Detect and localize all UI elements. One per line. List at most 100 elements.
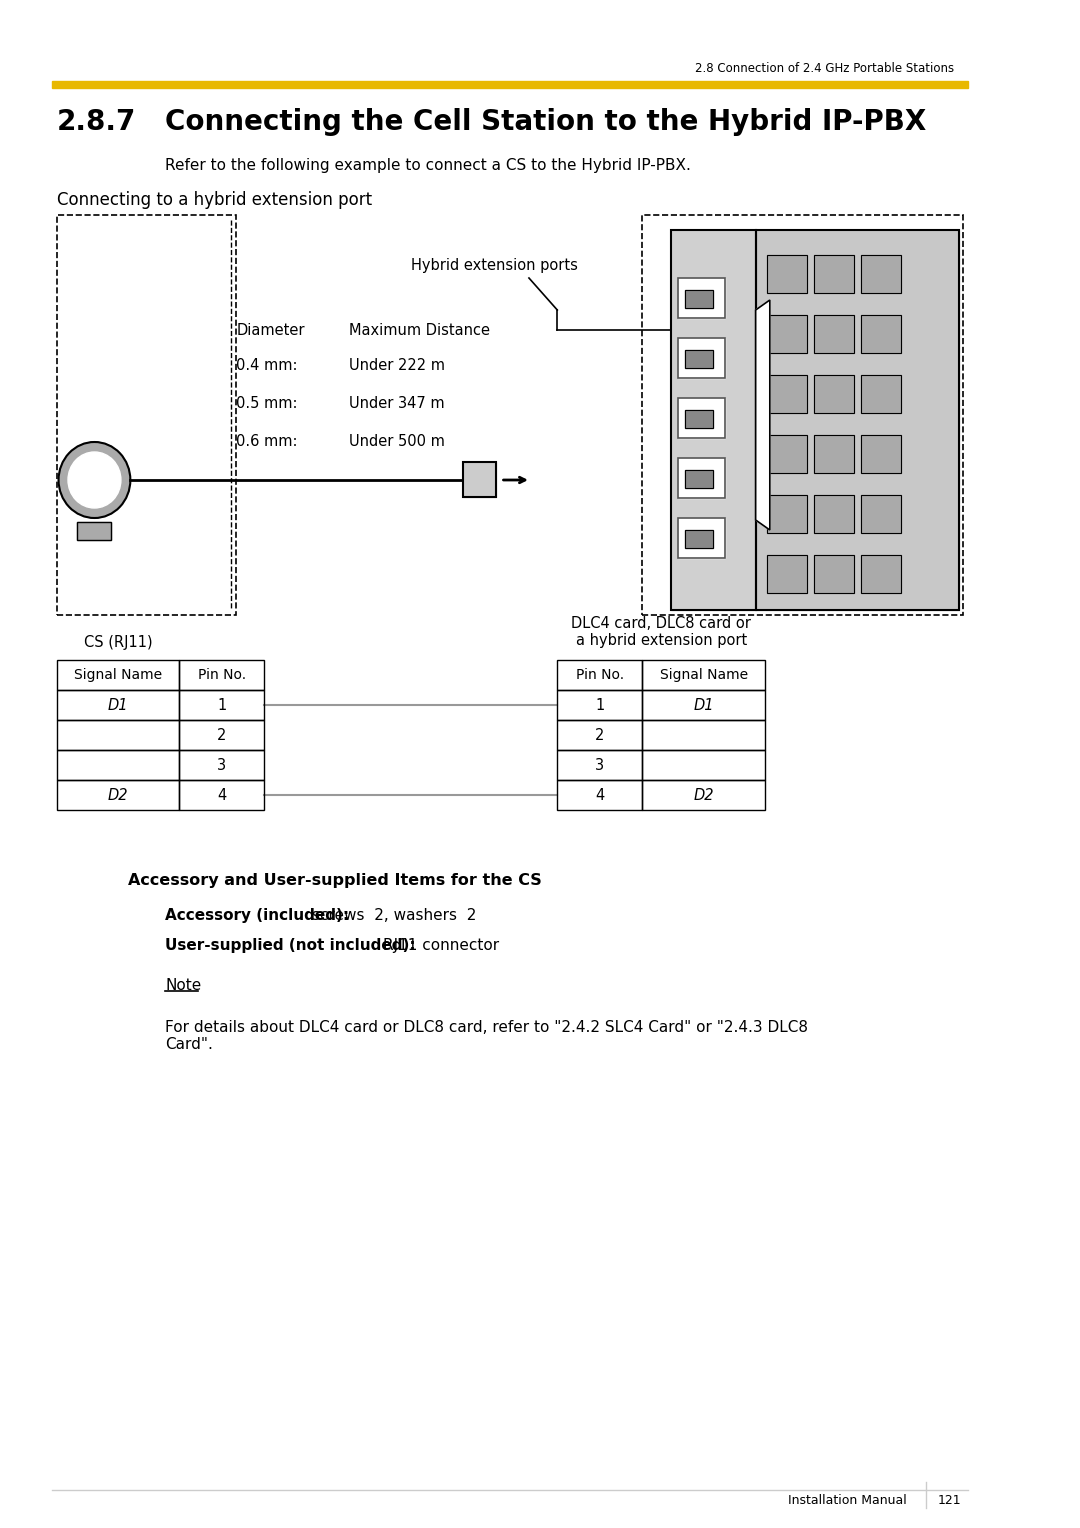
- Bar: [179, 660, 265, 691]
- Bar: [814, 555, 854, 593]
- Polygon shape: [756, 299, 770, 530]
- Bar: [862, 495, 901, 533]
- Bar: [814, 555, 854, 593]
- Bar: [685, 530, 713, 549]
- Bar: [671, 231, 756, 610]
- Text: 2.8.7: 2.8.7: [56, 108, 136, 136]
- Bar: [56, 720, 179, 750]
- Bar: [767, 374, 807, 413]
- Bar: [678, 278, 726, 318]
- Text: D2: D2: [108, 787, 129, 802]
- Bar: [685, 471, 713, 487]
- Circle shape: [68, 452, 121, 507]
- Bar: [557, 750, 643, 779]
- Bar: [814, 435, 854, 474]
- Bar: [643, 750, 765, 779]
- Bar: [643, 215, 963, 614]
- Bar: [814, 495, 854, 533]
- Bar: [862, 435, 901, 474]
- Text: 4: 4: [595, 787, 605, 802]
- Bar: [78, 523, 111, 539]
- Circle shape: [58, 442, 131, 518]
- Text: Installation Manual: Installation Manual: [788, 1493, 907, 1507]
- Bar: [179, 750, 265, 779]
- Bar: [862, 555, 901, 593]
- Bar: [814, 374, 854, 413]
- Bar: [678, 458, 726, 498]
- Bar: [685, 530, 713, 549]
- Text: 121: 121: [937, 1493, 961, 1507]
- Bar: [56, 215, 237, 614]
- Bar: [179, 720, 265, 750]
- Text: 0.6 mm:: 0.6 mm:: [237, 434, 298, 449]
- Text: CS (RJ11): CS (RJ11): [84, 634, 152, 649]
- Bar: [179, 691, 265, 720]
- Bar: [678, 518, 726, 558]
- Bar: [862, 255, 901, 293]
- Bar: [767, 555, 807, 593]
- Text: Note: Note: [165, 978, 202, 993]
- Bar: [767, 255, 807, 293]
- Bar: [56, 660, 179, 691]
- Bar: [685, 410, 713, 428]
- Bar: [557, 660, 643, 691]
- Text: 2: 2: [595, 727, 605, 743]
- Text: Hybrid extension ports: Hybrid extension ports: [410, 258, 578, 272]
- Bar: [767, 495, 807, 533]
- Bar: [814, 255, 854, 293]
- Bar: [814, 255, 854, 293]
- Text: Accessory and User-supplied Items for the CS: Accessory and User-supplied Items for th…: [127, 872, 541, 888]
- Text: 1: 1: [217, 697, 227, 712]
- Text: D1: D1: [693, 697, 714, 712]
- Text: Connecting to a hybrid extension port: Connecting to a hybrid extension port: [56, 191, 372, 209]
- Text: Maximum Distance: Maximum Distance: [350, 322, 490, 338]
- Bar: [643, 779, 765, 810]
- Bar: [685, 290, 713, 309]
- Text: 3: 3: [217, 758, 227, 773]
- Bar: [767, 555, 807, 593]
- Bar: [685, 471, 713, 487]
- Bar: [463, 461, 496, 497]
- Bar: [767, 435, 807, 474]
- Bar: [56, 750, 179, 779]
- Text: For details about DLC4 card or DLC8 card, refer to "2.4.2 SLC4 Card" or "2.4.3 D: For details about DLC4 card or DLC8 card…: [165, 1021, 808, 1053]
- Bar: [756, 231, 959, 610]
- Bar: [814, 374, 854, 413]
- Bar: [862, 315, 901, 353]
- Bar: [756, 231, 959, 610]
- Bar: [671, 231, 756, 610]
- Bar: [557, 720, 643, 750]
- Text: D2: D2: [693, 787, 714, 802]
- Text: DLC4 card, DLC8 card or
a hybrid extension port: DLC4 card, DLC8 card or a hybrid extensi…: [571, 616, 751, 648]
- Bar: [56, 779, 179, 810]
- Text: 4: 4: [217, 787, 227, 802]
- Bar: [643, 660, 765, 691]
- Bar: [643, 691, 765, 720]
- Bar: [557, 691, 643, 720]
- Bar: [862, 315, 901, 353]
- Bar: [643, 720, 765, 750]
- Bar: [862, 255, 901, 293]
- Bar: [814, 315, 854, 353]
- Bar: [678, 458, 726, 498]
- Bar: [685, 410, 713, 428]
- Bar: [678, 518, 726, 558]
- Bar: [767, 435, 807, 474]
- Bar: [767, 315, 807, 353]
- Bar: [52, 81, 968, 89]
- Text: Signal Name: Signal Name: [75, 668, 162, 681]
- Text: Accessory (included):: Accessory (included):: [165, 908, 350, 923]
- Text: Refer to the following example to connect a CS to the Hybrid IP-PBX.: Refer to the following example to connec…: [165, 157, 691, 173]
- Text: 2: 2: [217, 727, 227, 743]
- Bar: [678, 397, 726, 439]
- Bar: [862, 435, 901, 474]
- Text: 3: 3: [595, 758, 605, 773]
- Text: 0.4 mm:: 0.4 mm:: [237, 358, 298, 373]
- Bar: [814, 435, 854, 474]
- Bar: [862, 555, 901, 593]
- Text: Under 222 m: Under 222 m: [350, 358, 445, 373]
- Bar: [862, 495, 901, 533]
- Bar: [767, 315, 807, 353]
- Text: Diameter: Diameter: [237, 322, 305, 338]
- Bar: [685, 350, 713, 368]
